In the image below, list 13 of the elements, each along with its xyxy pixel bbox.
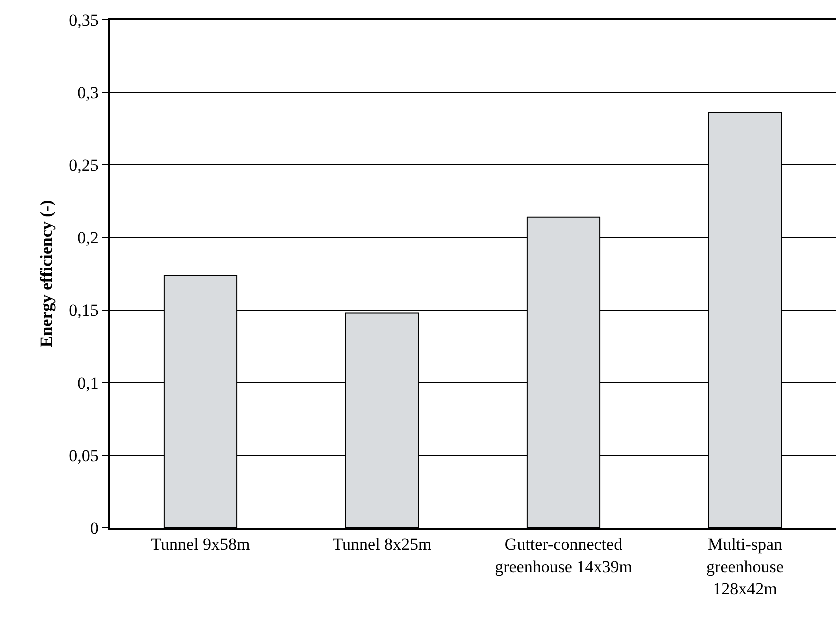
- y-tick-label: 0,15: [69, 301, 99, 320]
- y-tick-label: 0,3: [78, 84, 99, 103]
- y-tick-label: 0,25: [69, 156, 99, 176]
- x-tick-label: Tunnel 8x25m: [332, 535, 432, 554]
- y-tick-label: 0,2: [78, 228, 99, 248]
- y-tick-label: 0,35: [69, 10, 99, 30]
- y-tick-label: 0,1: [78, 374, 99, 393]
- x-tick-label: Multi-span greenhouse 128x42m: [706, 535, 784, 598]
- x-tick-label: Gutter-connected greenhouse 14x39m: [495, 535, 632, 576]
- y-axis-title: Energy efficiency (-): [37, 200, 56, 348]
- x-tick-label: Tunnel 9x58m: [151, 535, 250, 554]
- y-tick-label: 0,05: [69, 446, 99, 466]
- y-tick-label: 0: [90, 518, 99, 538]
